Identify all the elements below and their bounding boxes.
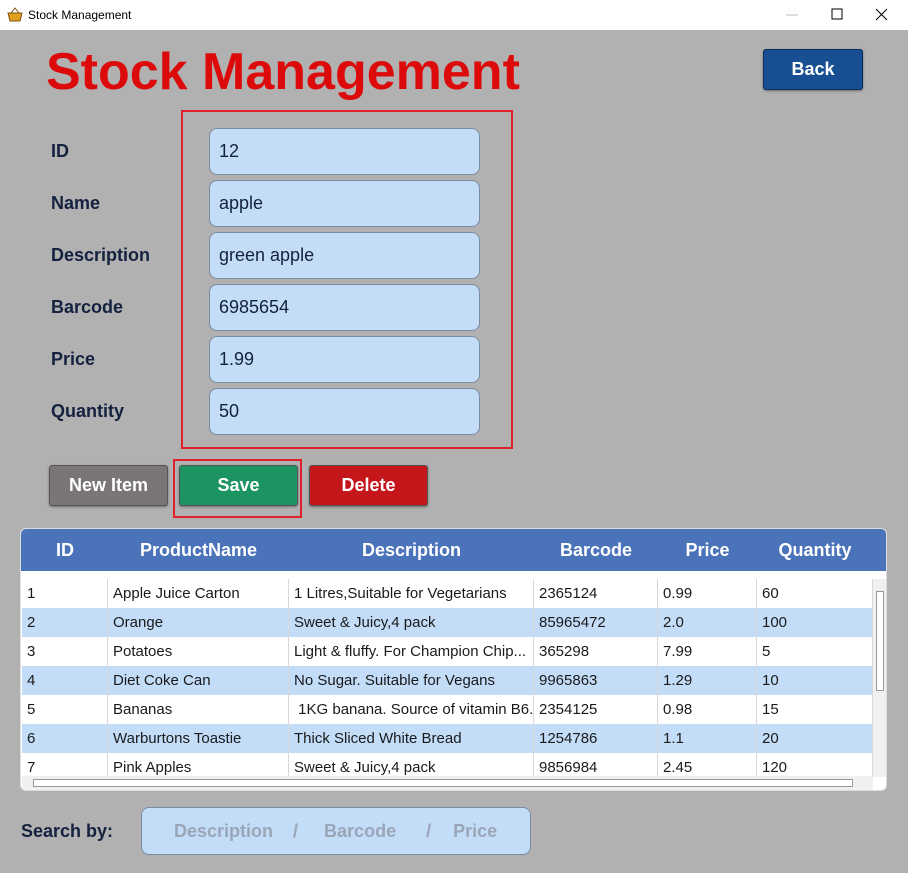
table-cell: 9856984 [534,753,658,782]
table-cell: Warburtons Toastie [108,724,289,753]
table-cell: 1254786 [534,724,658,753]
table-cell: No Sugar. Suitable for Vegans [289,666,534,695]
table-cell: 1KG banana. Source of vitamin B6. [289,695,534,724]
placeholder-text: / [426,820,432,841]
table-cell: 5 [22,695,108,724]
table-cell: 100 [757,608,873,637]
field-label: Quantity [51,401,125,421]
table-cell: Potatoes [108,637,289,666]
highlight-box [181,110,513,449]
back-button[interactable]: Back [763,49,863,90]
table-cell: Pink Apples [108,753,289,782]
table-cell: 120 [757,753,873,782]
field-label: Description [51,245,151,265]
table-cell: 1 Litres,Suitable for Vegetarians [289,579,534,608]
highlight-box [173,459,302,518]
text-input[interactable]: green apple [209,232,480,279]
app-icon [7,7,23,22]
table-cell: Sweet & Juicy,4 pack [289,608,534,637]
text-input[interactable]: apple [209,180,480,227]
column-header: Barcode [559,539,633,560]
window-title: Stock Management [28,8,132,22]
title-bar: Stock Management [0,0,908,30]
placeholder-text: Description [174,820,274,841]
table-cell: 6 [22,724,108,753]
field-label: Price [51,349,96,369]
table-row[interactable] [22,637,873,666]
table-cell: 0.98 [658,695,757,724]
table-row[interactable] [22,666,873,695]
table-row[interactable] [22,608,873,637]
placeholder-text: Barcode [324,820,397,841]
column-header: Description [361,539,462,560]
field-label: Name [51,193,101,213]
table-cell: 1.29 [658,666,757,695]
table-cell: 10 [757,666,873,695]
table-cell: 5 [757,637,873,666]
field-label: ID [51,141,69,161]
table-cell: 3 [22,637,108,666]
table-cell: Thick Sliced White Bread [289,724,534,753]
table-cell: 20 [757,724,873,753]
action-button[interactable]: Save [179,465,298,506]
search-input[interactable]: Description / Barcode / Price [141,807,531,855]
table-header [21,529,886,571]
text-input[interactable]: 50 [209,388,480,435]
table-cell: 4 [22,666,108,695]
table-cell: Light & fluffy. For Champion Chip... [289,637,534,666]
text-input[interactable]: 6985654 [209,284,480,331]
placeholder-text: / [293,820,299,841]
table-cell: 0.99 [658,579,757,608]
table-cell: Diet Coke Can [108,666,289,695]
table-row[interactable] [22,724,873,753]
text-input[interactable]: 1.99 [209,336,480,383]
table-cell: 1.1 [658,724,757,753]
column-header: ProductName [139,539,258,560]
table-cell: Bananas [108,695,289,724]
table-row[interactable] [22,695,873,724]
table-cell: Orange [108,608,289,637]
table-cell: 9965863 [534,666,658,695]
window-controls[interactable] [780,5,900,25]
table-cell: 2 [22,608,108,637]
scroll-thumb[interactable] [876,591,884,691]
table-cell: 2354125 [534,695,658,724]
table-row[interactable] [22,579,873,608]
action-button[interactable]: New Item [49,465,168,506]
search-label: Search by: [21,821,114,841]
table-cell: 1 [22,579,108,608]
placeholder-text: Price [453,820,498,841]
table-cell: Apple Juice Carton [108,579,289,608]
table-cell: 2365124 [534,579,658,608]
text-input[interactable]: 12 [209,128,480,175]
table-cell: 2.0 [658,608,757,637]
stock-table: ID ProductName Description Barcode Price Quan… [20,528,887,791]
table-cell: 7.99 [658,637,757,666]
table-cell: 365298 [534,637,658,666]
table-cell: 2.45 [658,753,757,782]
table-cell: Sweet & Juicy,4 pack [289,753,534,782]
action-button[interactable]: Delete [309,465,428,506]
heading: Stock Management [46,43,520,101]
column-header: ID [56,539,74,560]
table-cell: 85965472 [534,608,658,637]
field-label: Barcode [51,297,124,317]
table-cell: 60 [757,579,873,608]
scroll-thumb[interactable] [33,779,853,787]
column-header: Quantity [778,539,852,560]
table-cell: 7 [22,753,108,782]
table-cell: 15 [757,695,873,724]
column-header: Price [685,539,730,560]
